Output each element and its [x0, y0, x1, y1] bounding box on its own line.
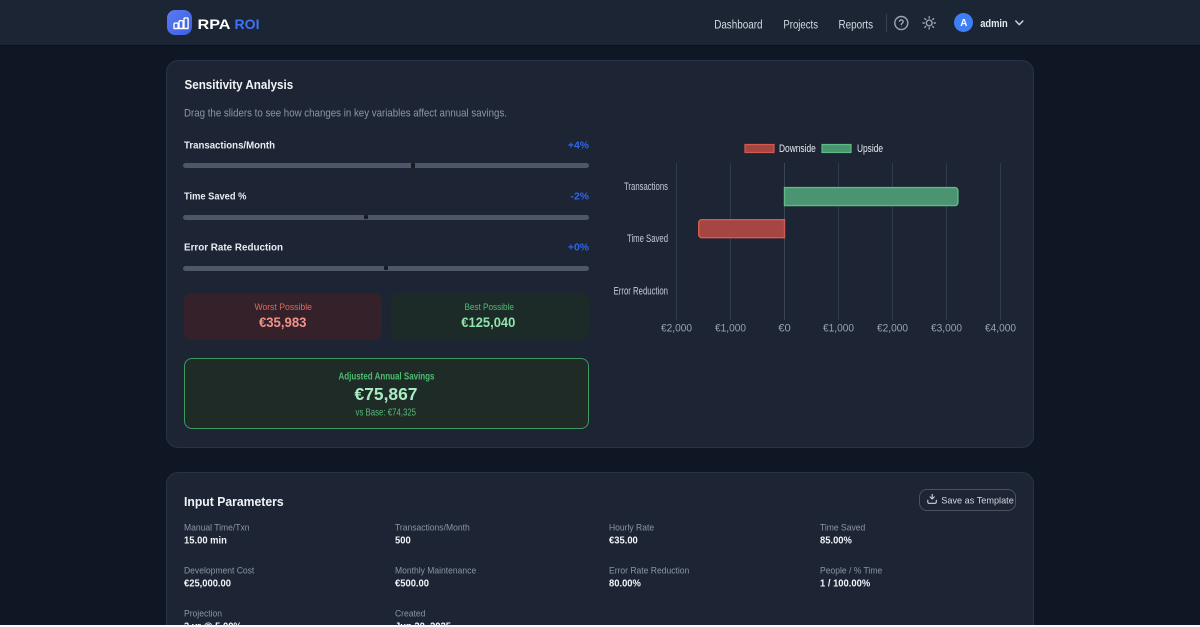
- svg-text:Upside: Upside: [857, 143, 883, 155]
- svg-text:Transactions/Month: Transactions/Month: [395, 523, 470, 533]
- svg-text:15.00 min: 15.00 min: [184, 536, 227, 547]
- svg-text:Downside: Downside: [779, 143, 816, 155]
- svg-text:Error Reduction: Error Reduction: [614, 285, 668, 297]
- svg-text:People / % Time: People / % Time: [820, 566, 882, 576]
- svg-text:€3,000: €3,000: [931, 323, 962, 335]
- svg-text:€35,983: €35,983: [259, 315, 307, 330]
- svg-text:Transactions/Month: Transactions/Month: [184, 140, 275, 151]
- svg-text:Error Rate Reduction: Error Rate Reduction: [184, 243, 283, 254]
- svg-text:+4%: +4%: [568, 140, 589, 151]
- svg-text:€125,040: €125,040: [461, 315, 515, 330]
- svg-text:€4,000: €4,000: [985, 323, 1016, 335]
- svg-text:Projection: Projection: [184, 609, 222, 619]
- svg-text:€25,000.00: €25,000.00: [184, 579, 232, 590]
- svg-text:3 yr @ 5.00%: 3 yr @ 5.00%: [184, 622, 242, 627]
- svg-text:Time Saved: Time Saved: [627, 233, 668, 245]
- svg-text:€35.00: €35.00: [609, 536, 638, 547]
- svg-text:€75,867: €75,867: [355, 384, 418, 404]
- svg-text:85.00%: 85.00%: [820, 536, 852, 547]
- svg-text:500: 500: [395, 536, 411, 547]
- svg-text:Hourly Rate: Hourly Rate: [609, 523, 654, 533]
- svg-text:admin: admin: [980, 18, 1008, 30]
- svg-text:Adjusted Annual Savings: Adjusted Annual Savings: [339, 372, 435, 383]
- svg-text:Transactions: Transactions: [624, 181, 668, 193]
- svg-text:-2%: -2%: [571, 192, 589, 203]
- svg-text:€2,000: €2,000: [661, 323, 692, 335]
- svg-text:Reports: Reports: [839, 18, 874, 32]
- svg-text:€0: €0: [778, 323, 791, 335]
- svg-text:1 / 100.00%: 1 / 100.00%: [820, 579, 870, 590]
- svg-text:Dashboard: Dashboard: [714, 18, 762, 32]
- svg-text:Manual Time/Txn: Manual Time/Txn: [184, 523, 250, 533]
- svg-text:Monthly Maintenance: Monthly Maintenance: [395, 566, 476, 576]
- svg-text:+0%: +0%: [568, 243, 589, 254]
- svg-text:Jun 20, 2025: Jun 20, 2025: [395, 622, 452, 627]
- svg-text:Time Saved %: Time Saved %: [184, 192, 246, 203]
- svg-text:€500.00: €500.00: [395, 579, 430, 590]
- svg-text:Worst Possible: Worst Possible: [254, 302, 312, 313]
- svg-text:vs Base: €74,325: vs Base: €74,325: [356, 407, 417, 418]
- svg-text:80.00%: 80.00%: [609, 579, 641, 590]
- svg-text:€2,000: €2,000: [877, 323, 908, 335]
- svg-text:Sensitivity Analysis: Sensitivity Analysis: [185, 77, 294, 92]
- svg-text:€1,000: €1,000: [715, 323, 746, 335]
- svg-text:Development Cost: Development Cost: [184, 566, 255, 576]
- svg-text:Drag the sliders to see how ch: Drag the sliders to see how changes in k…: [184, 108, 507, 120]
- svg-text:Error Rate Reduction: Error Rate Reduction: [609, 566, 689, 576]
- svg-text:Input Parameters: Input Parameters: [184, 494, 284, 509]
- svg-text:Best Possible: Best Possible: [464, 302, 514, 313]
- svg-text:Projects: Projects: [783, 18, 818, 32]
- svg-text:ROI: ROI: [235, 16, 260, 32]
- svg-text:RPA: RPA: [198, 16, 231, 32]
- svg-text:€1,000: €1,000: [823, 323, 854, 335]
- svg-text:Created: Created: [395, 609, 425, 619]
- svg-text:Time Saved: Time Saved: [820, 523, 865, 533]
- svg-text:A: A: [960, 18, 967, 29]
- svg-text:Save as Template: Save as Template: [941, 496, 1014, 506]
